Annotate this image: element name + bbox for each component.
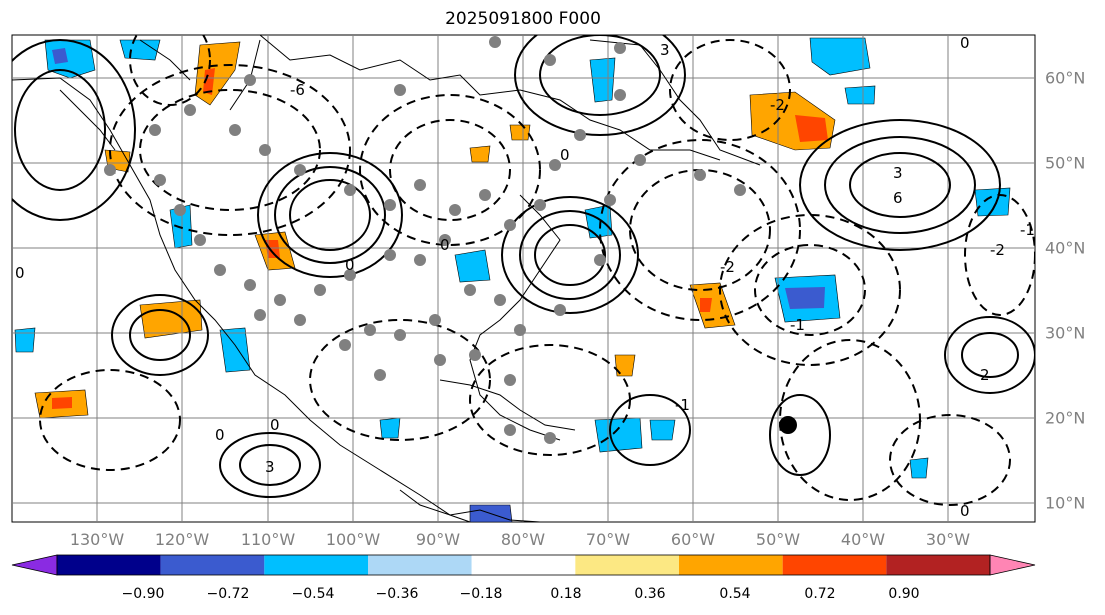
lon-tick-label: 130°W xyxy=(69,530,125,549)
lat-tick-label: 20°N xyxy=(1045,408,1086,428)
colorbar-cell xyxy=(264,555,368,575)
colorbar-cell xyxy=(368,555,472,575)
lat-tick-label: 50°N xyxy=(1045,153,1086,173)
lon-tick-label: 80°W xyxy=(500,530,546,549)
lon-tick-label: 70°W xyxy=(585,530,631,549)
lon-tick-label: 30°W xyxy=(925,530,971,549)
contour-label: 0 xyxy=(345,256,355,274)
colorbar-tick: −0.18 xyxy=(459,586,503,602)
contour-label: 0 xyxy=(15,264,25,282)
colorbar-cell xyxy=(160,555,265,575)
colorbar-cell xyxy=(782,555,887,575)
center-marker xyxy=(779,416,797,434)
contour-label: 0 xyxy=(960,502,970,520)
contour-label: 0 xyxy=(960,34,970,52)
contour-label: 0 xyxy=(270,416,280,434)
lat-tick-label: 40°N xyxy=(1045,238,1086,258)
lon-tick-label: 110°W xyxy=(240,530,296,549)
colorbar-tick: −0.90 xyxy=(121,586,165,602)
colorbar-cell xyxy=(679,555,783,575)
station-markers xyxy=(104,36,746,444)
colorbar-tick: −0.72 xyxy=(206,586,250,602)
solid-contours xyxy=(12,35,1035,498)
colorbar-cell xyxy=(57,555,161,575)
contour-label: -6 xyxy=(290,81,305,99)
contour-label: 0 xyxy=(440,236,450,254)
colorbar-tick: −0.54 xyxy=(291,586,335,602)
contour-labels: 0 0 0 -6 6 3 3 2 -2 -2 -2 -1 -1 -1 0 0 0… xyxy=(15,34,1035,520)
contour-label: 0 xyxy=(215,426,225,444)
map-title: 2025091800 F000 xyxy=(445,9,601,29)
lon-tick-label: 120°W xyxy=(154,530,210,549)
colorbar-outline xyxy=(56,554,991,576)
lon-tick-label: 60°W xyxy=(670,530,716,549)
contour-label: -1 xyxy=(1020,221,1035,239)
contour-label: -1 xyxy=(790,316,805,334)
lon-tick-label: 90°W xyxy=(415,530,461,549)
colorbar-tick: −0.36 xyxy=(375,586,419,602)
lon-tick-label: 100°W xyxy=(325,530,381,549)
contour-label: 3 xyxy=(265,458,275,476)
lon-tick-label: 40°W xyxy=(840,530,886,549)
colorbar-tick: 0.72 xyxy=(804,586,836,602)
contour-label: 3 xyxy=(893,164,903,182)
contour-label: 3 xyxy=(660,41,670,59)
contour-label: -2 xyxy=(720,258,735,276)
lat-tick-label: 60°N xyxy=(1045,68,1086,88)
colorbar-cell xyxy=(575,555,679,575)
colorbar-tick: 0.90 xyxy=(888,586,920,602)
colorbar-tick: 0.36 xyxy=(634,586,666,602)
lat-tick-label: 10°N xyxy=(1045,493,1086,513)
contour-label: 6 xyxy=(893,189,903,207)
dashed-contours xyxy=(39,35,1035,506)
map-panel: 0 0 0 -6 6 3 3 2 -2 -2 -2 -1 -1 -1 0 0 0… xyxy=(11,34,1036,523)
colorbar-extend-min xyxy=(11,554,58,576)
colorbar xyxy=(11,554,1036,576)
colorbar-tick: 0.18 xyxy=(550,586,582,602)
contour-label: -2 xyxy=(990,241,1005,259)
colorbar-cell xyxy=(886,555,990,575)
contour-label: 0 xyxy=(560,146,570,164)
coastlines xyxy=(12,35,761,522)
lat-tick-label: 30°N xyxy=(1045,323,1086,343)
contour-label: 2 xyxy=(980,366,990,384)
colorbar-tick: 0.54 xyxy=(719,586,751,602)
lon-tick-label: 50°W xyxy=(755,530,801,549)
contour-label: -2 xyxy=(770,96,785,114)
colorbar-cell xyxy=(471,555,576,575)
colorbar-extend-max xyxy=(989,554,1036,576)
contour-label: -1 xyxy=(675,396,690,414)
